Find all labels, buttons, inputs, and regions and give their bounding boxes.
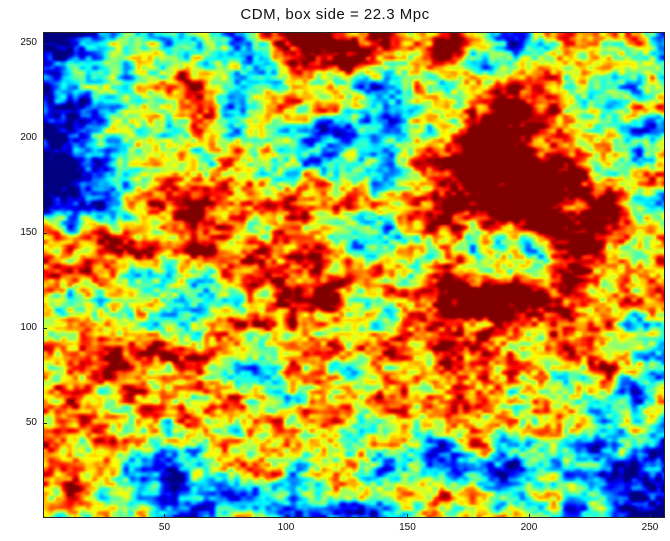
y-tick-label: 50 [25, 417, 37, 429]
y-tick-mark [43, 138, 47, 140]
y-tick-mark [43, 423, 47, 425]
y-tick-mark [43, 328, 47, 330]
x-tick-label: 150 [399, 522, 416, 533]
y-tick-label: 100 [20, 322, 37, 334]
chart-title: CDM, box side = 22.3 Mpc [240, 6, 430, 23]
x-tick-mark [285, 514, 287, 518]
y-tick-mark [43, 233, 47, 235]
x-tick-mark [650, 514, 652, 518]
y-tick-label: 150 [20, 227, 37, 239]
x-tick-label: 200 [520, 522, 538, 533]
heatmap-plot-area [43, 32, 665, 518]
x-tick-label: 100 [277, 522, 295, 533]
y-tick-label: 200 [20, 132, 37, 144]
x-tick-mark [528, 514, 530, 518]
y-tick-mark [43, 43, 47, 45]
heatmap-field [44, 33, 664, 517]
x-tick-label: 50 [158, 522, 171, 533]
x-tick-mark [164, 514, 166, 518]
y-tick-label: 250 [20, 37, 37, 49]
x-tick-label: 250 [641, 522, 659, 533]
x-tick-mark [407, 514, 409, 518]
